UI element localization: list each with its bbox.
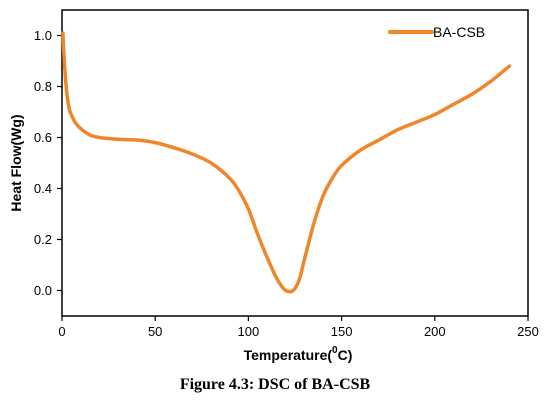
series-line-ba-csb <box>61 31 512 294</box>
y-tick-label: 0.8 <box>34 79 52 94</box>
y-tick-labels: 0.0 0.2 0.4 0.6 0.8 1.0 <box>34 28 52 298</box>
y-tick-label: 0.4 <box>34 181 52 196</box>
axes <box>61 9 529 317</box>
y-tick-label: 1.0 <box>34 28 52 43</box>
x-axis-title-superscript: 0 <box>332 345 338 356</box>
legend-label-ba-csb: BA-CSB <box>433 24 485 40</box>
figure-caption: Figure 4.3: DSC of BA-CSB <box>179 376 371 393</box>
y-tick-label: 0.6 <box>34 130 52 145</box>
x-tick-label: 200 <box>424 324 446 339</box>
y-tick-label: 0.2 <box>34 232 52 247</box>
y-axis-title: Heat Flow(Wg) <box>8 114 24 211</box>
x-tick-label: 50 <box>148 324 162 339</box>
legend: BA-CSB <box>388 24 485 40</box>
y-tick-label: 0.0 <box>34 283 52 298</box>
x-tick-label: 150 <box>331 324 353 339</box>
x-tick-label: 0 <box>58 324 65 339</box>
x-axis-title: Temperature(0C) <box>244 345 353 363</box>
x-axis-title-main: Temperature( <box>244 347 333 363</box>
tick-marks <box>57 34 529 321</box>
x-tick-label: 100 <box>238 324 260 339</box>
x-axis-title-end: C) <box>338 347 353 363</box>
x-tick-labels: 0 50 100 150 200 250 <box>58 324 538 339</box>
plot-frame <box>61 9 529 317</box>
dsc-chart: 0 50 100 150 200 250 0.0 0.2 0.4 0.6 0.8 1.0 Tempe… <box>8 9 539 363</box>
series-layer <box>61 31 512 294</box>
x-tick-label: 250 <box>517 324 539 339</box>
